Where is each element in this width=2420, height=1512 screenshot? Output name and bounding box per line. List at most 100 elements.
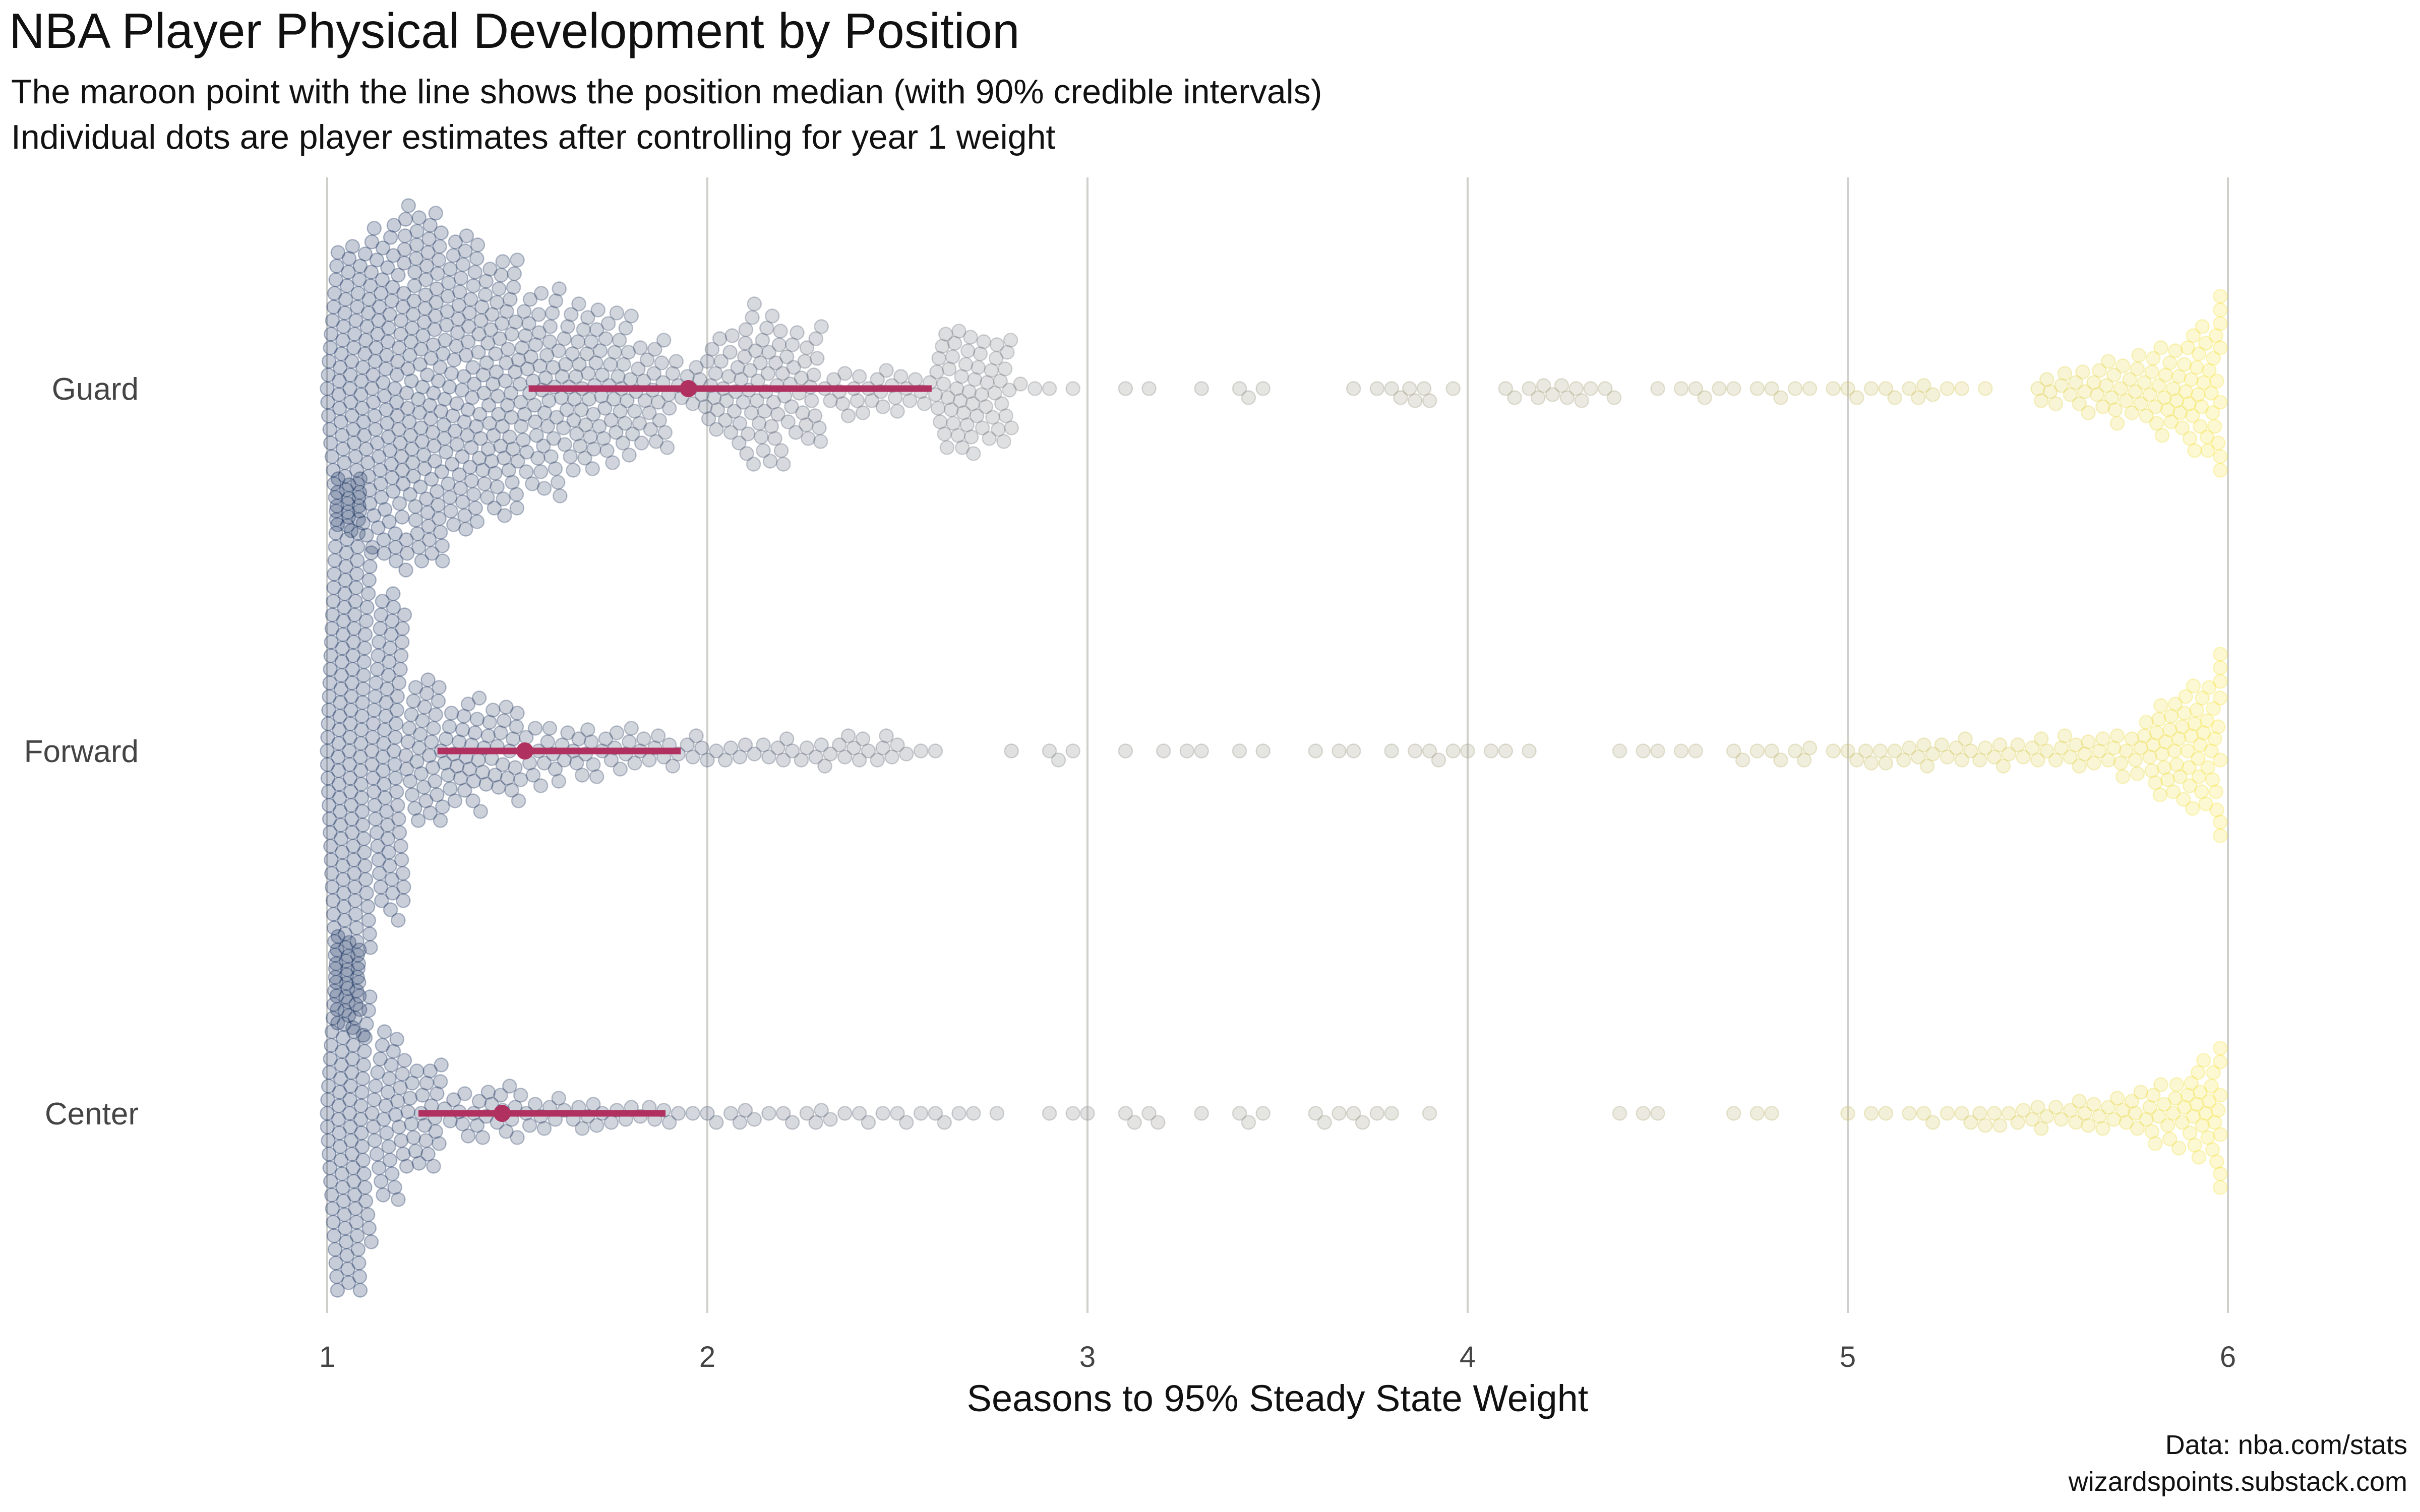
player-dot — [536, 755, 552, 771]
player-dot — [364, 265, 379, 280]
player-dot — [389, 703, 404, 718]
player-dot — [320, 1119, 335, 1135]
player-dot — [336, 872, 351, 887]
player-dot — [325, 893, 341, 908]
player-dot — [2072, 396, 2087, 411]
player-dot — [373, 879, 388, 895]
player-dot — [458, 243, 473, 259]
player-dot — [424, 351, 439, 366]
player-dot — [350, 286, 366, 301]
player-dot — [2210, 1103, 2226, 1118]
player-dot — [343, 523, 359, 538]
median-intervals — [418, 380, 932, 1122]
player-dot — [946, 416, 961, 431]
player-dot — [657, 425, 673, 440]
player-dot — [381, 321, 396, 336]
player-dot — [352, 272, 367, 287]
player-dot — [2171, 369, 2187, 384]
player-dot — [727, 404, 742, 419]
player-dot — [1636, 743, 1651, 759]
player-dot — [399, 762, 414, 777]
player-dot — [603, 357, 618, 372]
player-dot — [359, 886, 374, 901]
player-dot — [411, 1156, 427, 1171]
player-dot — [334, 654, 349, 669]
player-dot — [747, 1112, 762, 1127]
player-dot — [1697, 390, 1712, 405]
player-dot — [852, 752, 867, 768]
player-dot — [329, 512, 344, 527]
player-dot — [598, 731, 614, 746]
player-dot — [2139, 715, 2154, 730]
player-dot — [2068, 375, 2084, 390]
player-dot — [368, 811, 383, 827]
player-dot — [340, 962, 355, 977]
player-dot — [938, 327, 953, 342]
player-dot — [751, 416, 767, 431]
player-dot — [345, 1160, 360, 1175]
player-dot — [469, 712, 485, 727]
player-dot — [404, 373, 419, 389]
player-dot — [564, 307, 579, 322]
player-dot — [1934, 737, 1950, 752]
player-dot — [397, 256, 412, 271]
player-dot — [776, 752, 791, 768]
player-dot — [469, 1118, 485, 1133]
player-dot — [1232, 1106, 1247, 1121]
player-dot — [2210, 435, 2226, 451]
player-dot — [2115, 358, 2131, 373]
player-dot — [1612, 1106, 1627, 1121]
player-dot — [544, 305, 560, 321]
player-dot — [2160, 772, 2175, 787]
player-dot — [419, 367, 435, 383]
player-dot — [551, 1091, 566, 1106]
player-dot — [2182, 1125, 2198, 1141]
player-dot — [945, 349, 960, 364]
player-dot — [333, 817, 348, 833]
player-dot — [495, 419, 510, 434]
player-dot — [402, 348, 417, 363]
player-dot — [764, 419, 779, 434]
player-dot — [437, 392, 452, 407]
player-dot — [427, 438, 442, 454]
player-dot — [1958, 731, 1973, 746]
player-dot — [410, 813, 426, 828]
player-dot — [349, 983, 365, 998]
player-dot — [370, 435, 385, 451]
player-dot — [2130, 766, 2145, 781]
player-dot — [378, 1098, 393, 1113]
player-dot — [2139, 408, 2154, 423]
player-dot — [1042, 1106, 1057, 1121]
player-dot — [403, 334, 419, 349]
player-dot — [622, 448, 637, 463]
player-dot — [373, 476, 388, 491]
player-dot — [542, 721, 558, 736]
player-dot — [404, 707, 419, 722]
player-dot — [331, 763, 346, 778]
player-dot — [352, 1283, 368, 1298]
player-dot — [746, 457, 761, 472]
player-dot — [576, 322, 591, 337]
player-dot — [451, 311, 466, 327]
player-dot — [1118, 1106, 1133, 1121]
player-dot — [765, 308, 780, 324]
player-dot — [2107, 402, 2123, 417]
player-dot — [2153, 340, 2168, 355]
player-dot — [343, 1119, 358, 1135]
player-dot — [367, 703, 382, 718]
player-dot — [2207, 731, 2222, 746]
player-dot — [500, 342, 516, 357]
player-dot — [387, 757, 402, 772]
player-dot — [1574, 393, 1589, 408]
player-dot — [522, 1118, 537, 1133]
player-dot — [392, 825, 407, 840]
player-dot — [366, 771, 381, 786]
player-dot — [343, 798, 359, 813]
player-dot — [784, 1115, 800, 1130]
player-dot — [749, 393, 765, 408]
player-dot — [1402, 381, 1417, 396]
player-dot — [701, 411, 716, 426]
player-dot — [456, 709, 471, 724]
player-dot — [390, 1094, 405, 1109]
player-dot — [481, 398, 497, 413]
